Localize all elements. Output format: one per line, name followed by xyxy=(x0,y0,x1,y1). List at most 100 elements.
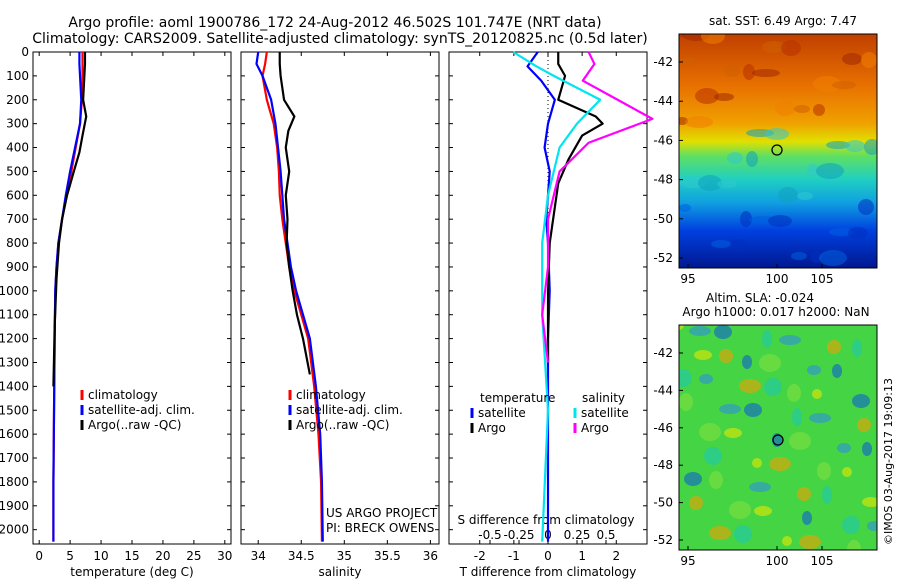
lat-tick-label: -50 xyxy=(653,496,673,510)
lat-tick-label: -44 xyxy=(653,383,673,397)
s-tick-label: 0.25 xyxy=(564,528,591,542)
series-line-climatology xyxy=(261,51,324,542)
x-axis-label: temperature (deg C) xyxy=(70,565,193,579)
sla-texture xyxy=(679,393,693,411)
series-line-salinity_satellite xyxy=(512,51,602,542)
x-tick-label: 30 xyxy=(217,549,232,563)
series-line-argo xyxy=(546,52,604,363)
legend-label: satellite-adj. clim. xyxy=(296,403,403,417)
sla-texture xyxy=(709,471,723,489)
x-tick-label: 25 xyxy=(186,549,201,563)
sst-texture xyxy=(765,128,789,140)
legend-label: satellite-adj. clim. xyxy=(88,403,195,417)
sst-texture xyxy=(701,34,725,44)
sst-texture xyxy=(791,252,807,260)
sst-texture xyxy=(864,139,877,155)
sla-texture xyxy=(679,325,684,330)
sla-texture xyxy=(832,364,842,378)
depth-tick-label: 300 xyxy=(6,117,29,131)
sst-texture xyxy=(813,76,841,92)
legend-header: temperature xyxy=(480,391,555,405)
sst-texture xyxy=(848,227,868,239)
sla-texture xyxy=(862,442,872,456)
depth-tick-label: 400 xyxy=(6,141,29,155)
sla-texture xyxy=(744,403,762,417)
annotation-line: PI: BRECK OWENS xyxy=(326,521,434,535)
sla-texture xyxy=(764,378,782,396)
x-tick-label: 0 xyxy=(544,549,552,563)
series-line-argo xyxy=(278,52,311,375)
sst-texture xyxy=(832,81,856,89)
sla-texture xyxy=(852,394,870,408)
sla-texture xyxy=(752,458,762,468)
x-tick-label: 36 xyxy=(423,549,438,563)
sla-texture xyxy=(792,408,802,426)
x-tick-label: 35 xyxy=(337,549,352,563)
sla-texture xyxy=(684,472,702,486)
sla-texture xyxy=(857,418,871,432)
sla-texture xyxy=(689,326,711,336)
x-tick-label: 34 xyxy=(251,549,266,563)
sst-map-frame xyxy=(678,33,878,269)
depth-tick-label: 1200 xyxy=(0,332,29,346)
sla-texture xyxy=(847,540,861,550)
sla-texture xyxy=(679,369,692,387)
sst-texture xyxy=(730,239,746,251)
sla-texture xyxy=(779,335,801,345)
sla-map-title-line1: Altim. SLA: -0.024 xyxy=(706,291,814,305)
depth-tick-label: 600 xyxy=(6,188,29,202)
sla-texture xyxy=(749,482,771,492)
legend-header: salinity xyxy=(582,391,625,405)
sst-texture xyxy=(778,187,798,203)
sla-texture xyxy=(739,379,761,393)
x-tick-label: 10 xyxy=(93,549,108,563)
sla-texture xyxy=(742,355,752,369)
depth-tick-label: 500 xyxy=(6,164,29,178)
sst-texture xyxy=(842,53,862,65)
sla-texture xyxy=(782,536,792,546)
lat-tick-label: -48 xyxy=(653,458,673,472)
lon-tick-label: 95 xyxy=(680,554,695,568)
sla-texture xyxy=(822,486,832,504)
sla-texture xyxy=(699,374,713,384)
legend-label: climatology xyxy=(88,388,158,402)
sst-texture xyxy=(743,64,755,80)
sst-texture xyxy=(762,41,786,53)
lon-tick-label: 100 xyxy=(766,272,789,286)
depth-tick-label: 1700 xyxy=(0,451,29,465)
x-tick-label: 15 xyxy=(124,549,139,563)
depth-tick-label: 700 xyxy=(6,212,29,226)
temperature-panel: 0100200300400500600700800900100011001200… xyxy=(0,45,232,579)
sst-texture xyxy=(826,141,850,149)
x-tick-label: 5 xyxy=(66,549,74,563)
sla-texture xyxy=(769,457,791,471)
sst-texture xyxy=(752,69,780,77)
sst-texture xyxy=(858,199,874,215)
depth-tick-label: 1300 xyxy=(0,355,29,369)
sst-texture xyxy=(727,152,743,164)
sst-texture xyxy=(679,204,691,212)
sst-texture xyxy=(861,52,877,68)
sst-texture xyxy=(797,192,813,200)
s-tick-label: -0.5 xyxy=(478,528,501,542)
x-tick-label: -2 xyxy=(474,549,486,563)
series-line-argo xyxy=(52,52,88,387)
sla-texture xyxy=(714,325,732,339)
salinity-panel: 34 34.5 35 35.5 36 salinity climatologysatelli… xyxy=(240,51,440,579)
sla-texture xyxy=(787,384,801,402)
legend-label: Argo(..raw -QC) xyxy=(296,418,389,432)
legend-label: satellite xyxy=(581,406,629,420)
plot-frame xyxy=(240,51,440,545)
sst-map: sat. SST: 6.49 Argo: 7.47 -42 -44 -46 -48 -5… xyxy=(653,14,878,286)
sst-texture xyxy=(819,250,847,266)
sla-texture xyxy=(842,467,852,477)
sst-texture xyxy=(711,240,731,248)
depth-tick-label: 0 xyxy=(21,45,29,59)
sla-texture xyxy=(797,487,811,501)
lon-tick-label: 105 xyxy=(811,554,834,568)
sla-texture xyxy=(827,340,841,354)
s-axis-label: S difference from climatology xyxy=(458,513,635,527)
sla-texture xyxy=(759,354,781,372)
